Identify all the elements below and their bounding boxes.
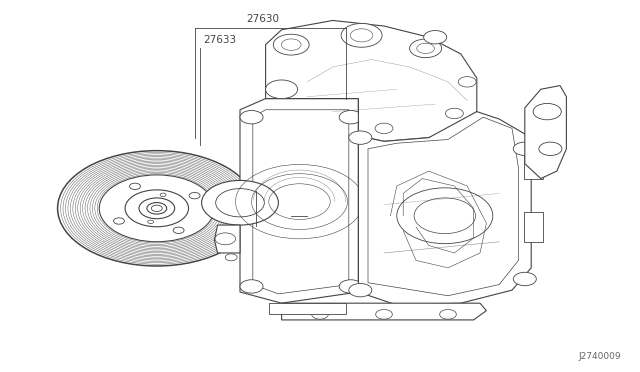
Circle shape: [339, 110, 362, 124]
Circle shape: [339, 280, 362, 293]
Circle shape: [533, 103, 561, 120]
Circle shape: [240, 110, 263, 124]
Polygon shape: [214, 225, 240, 253]
Circle shape: [173, 227, 184, 234]
Circle shape: [160, 193, 166, 196]
Circle shape: [151, 205, 163, 212]
Text: J2740009: J2740009: [578, 352, 621, 361]
Polygon shape: [524, 156, 543, 179]
Circle shape: [240, 280, 263, 293]
Circle shape: [349, 131, 372, 144]
Polygon shape: [266, 20, 477, 141]
Circle shape: [376, 310, 392, 319]
Circle shape: [312, 310, 328, 319]
Circle shape: [458, 77, 476, 87]
Circle shape: [513, 272, 536, 286]
Circle shape: [417, 43, 435, 54]
Circle shape: [350, 29, 373, 42]
Circle shape: [440, 310, 456, 319]
Circle shape: [129, 183, 140, 189]
Text: 27630: 27630: [246, 14, 279, 24]
Polygon shape: [240, 99, 358, 303]
Circle shape: [216, 189, 264, 217]
Polygon shape: [269, 303, 346, 314]
Circle shape: [99, 175, 214, 242]
Circle shape: [539, 142, 562, 155]
Circle shape: [147, 202, 166, 214]
Circle shape: [266, 80, 298, 99]
Circle shape: [349, 283, 372, 297]
Circle shape: [202, 180, 278, 225]
Circle shape: [513, 142, 536, 155]
Circle shape: [410, 39, 442, 58]
Circle shape: [215, 233, 236, 245]
Circle shape: [282, 39, 301, 50]
Polygon shape: [358, 112, 531, 305]
Polygon shape: [282, 210, 301, 223]
Polygon shape: [525, 86, 566, 179]
Circle shape: [341, 23, 382, 47]
Polygon shape: [282, 303, 486, 320]
Circle shape: [148, 220, 154, 224]
Circle shape: [414, 198, 476, 234]
Circle shape: [189, 192, 200, 199]
Circle shape: [113, 218, 124, 224]
Circle shape: [424, 31, 447, 44]
Circle shape: [397, 188, 493, 244]
Text: 27633: 27633: [204, 35, 237, 45]
Polygon shape: [524, 212, 543, 242]
Circle shape: [445, 108, 463, 119]
Circle shape: [375, 123, 393, 134]
Circle shape: [225, 254, 237, 261]
Circle shape: [273, 34, 309, 55]
